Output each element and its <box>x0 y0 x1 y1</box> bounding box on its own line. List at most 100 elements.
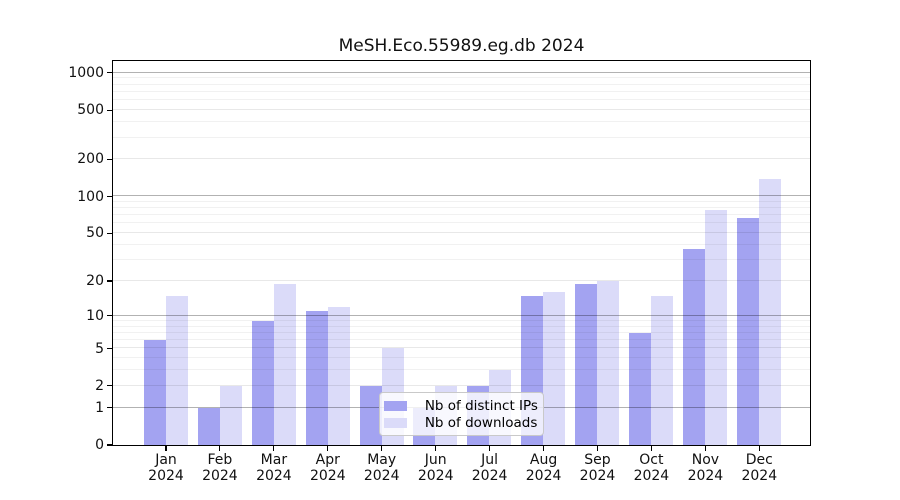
x-tick-label-nov-2024: Nov 2024 <box>687 452 724 484</box>
y-tick-2 <box>107 385 113 387</box>
x-tick-label-jun-2024: Jun 2024 <box>417 452 454 484</box>
bar-downloads-mar-2024 <box>273 283 296 445</box>
chart-title: MeSH.Eco.55989.eg.db 2024 <box>338 36 585 56</box>
y-tick-50 <box>107 232 113 234</box>
gridline-minor-y-9 <box>112 319 810 321</box>
x-tick-label-mar-2024: Mar 2024 <box>256 452 292 484</box>
x-tick-dec-2024 <box>758 446 760 451</box>
gridline-minor-y-7 <box>112 331 810 333</box>
y-tick-label-50: 50 <box>86 225 104 242</box>
legend-swatch-distinct-ips <box>383 400 407 411</box>
y-tick-200 <box>107 158 113 160</box>
y-tick-label-1000: 1000 <box>68 64 104 81</box>
y-tick-label-200: 200 <box>77 151 104 168</box>
y-tick-label-10: 10 <box>86 307 104 324</box>
gridline-minor-y-80 <box>112 207 810 209</box>
gridline-minor-y-8 <box>112 325 810 327</box>
gridline-minor-y-40 <box>112 243 810 245</box>
bar-distinct-ips-may-2024 <box>359 385 382 445</box>
gridline-y-200 <box>112 158 810 160</box>
x-tick-label-apr-2024: Apr 2024 <box>309 452 346 484</box>
y-tick-100 <box>107 195 113 198</box>
gridline-minor-y-30 <box>112 258 810 260</box>
y-tick-label-500: 500 <box>77 102 104 119</box>
gridline-minor-y-90 <box>112 200 810 202</box>
x-tick-jun-2024 <box>435 446 437 451</box>
bar-downloads-jan-2024 <box>165 295 188 445</box>
gridline-minor-y-70 <box>112 214 810 216</box>
y-tick-label-20: 20 <box>86 273 104 289</box>
x-tick-label-aug-2024: Aug 2024 <box>525 452 562 484</box>
bar-downloads-oct-2024 <box>651 295 674 445</box>
legend: Nb of distinct IPs Nb of downloads <box>378 391 544 436</box>
gridline-y-500 <box>112 109 810 111</box>
y-tick-5 <box>107 347 113 350</box>
bar-distinct-ips-nov-2024 <box>683 248 706 445</box>
x-tick-label-dec-2024: Dec 2024 <box>741 452 778 484</box>
x-tick-label-jul-2024: Jul 2024 <box>471 452 508 484</box>
legend-item-downloads: Nb of downloads <box>383 414 538 431</box>
bar-downloads-nov-2024 <box>705 209 728 445</box>
gridline-minor-y-800 <box>112 83 810 85</box>
x-tick-oct-2024 <box>650 446 652 451</box>
y-tick-1 <box>107 407 113 409</box>
x-tick-apr-2024 <box>327 446 329 451</box>
x-tick-nov-2024 <box>704 446 706 451</box>
x-tick-label-jan-2024: Jan 2024 <box>148 452 184 484</box>
gridline-y-20 <box>112 279 810 281</box>
gridline-y-10 <box>112 314 810 316</box>
x-tick-label-sep-2024: Sep 2024 <box>579 452 616 484</box>
legend-label-distinct-ips: Nb of distinct IPs <box>424 397 538 414</box>
y-tick-1000 <box>107 72 113 74</box>
gridline-y-50 <box>112 232 810 234</box>
gridline-minor-y-4 <box>112 357 810 359</box>
gridline-minor-y-700 <box>112 90 810 92</box>
y-tick-20 <box>107 280 113 282</box>
x-tick-sep-2024 <box>596 446 599 451</box>
legend-item-distinct-ips: Nb of distinct IPs <box>383 397 538 414</box>
y-tick-label-5: 5 <box>95 340 104 357</box>
bar-downloads-sep-2024 <box>597 280 620 445</box>
plot-area: Nb of distinct IPs Nb of downloads <box>111 59 811 446</box>
bar-downloads-dec-2024 <box>759 179 782 445</box>
x-tick-aug-2024 <box>543 446 545 451</box>
gridline-minor-y-400 <box>112 121 810 123</box>
legend-swatch-downloads <box>383 417 407 428</box>
gridline-minor-y-900 <box>112 77 810 79</box>
bar-distinct-ips-oct-2024 <box>629 332 652 445</box>
bar-downloads-apr-2024 <box>327 306 350 445</box>
y-tick-500 <box>107 109 113 111</box>
bar-distinct-ips-apr-2024 <box>305 311 328 445</box>
bar-downloads-feb-2024 <box>219 385 242 445</box>
gridline-y-5 <box>112 347 810 349</box>
x-tick-feb-2024 <box>219 446 221 451</box>
y-tick-label-0: 0 <box>95 437 104 453</box>
bar-distinct-ips-mar-2024 <box>251 320 274 445</box>
gridline-y-1000 <box>112 71 810 73</box>
bar-distinct-ips-sep-2024 <box>575 283 598 445</box>
legend-label-downloads: Nb of downloads <box>424 414 538 431</box>
bar-distinct-ips-feb-2024 <box>197 407 220 445</box>
bar-distinct-ips-jan-2024 <box>143 340 166 445</box>
y-tick-0 <box>107 444 113 446</box>
gridline-y-100 <box>112 195 810 197</box>
x-tick-mar-2024 <box>273 446 275 451</box>
x-tick-label-may-2024: May 2024 <box>363 452 400 484</box>
gridline-minor-y-3 <box>112 369 810 371</box>
bar-distinct-ips-dec-2024 <box>737 217 760 445</box>
x-tick-label-feb-2024: Feb 2024 <box>202 452 238 484</box>
gridline-y-2 <box>112 384 810 386</box>
y-tick-label-100: 100 <box>77 188 104 205</box>
y-tick-label-1: 1 <box>95 399 104 416</box>
x-tick-label-oct-2024: Oct 2024 <box>633 452 670 484</box>
x-tick-jan-2024 <box>165 446 167 451</box>
gridline-minor-y-300 <box>112 136 810 138</box>
gridline-minor-y-6 <box>112 339 810 341</box>
gridline-minor-y-600 <box>112 99 810 101</box>
bar-downloads-aug-2024 <box>543 292 566 445</box>
gridline-minor-y-60 <box>112 222 810 224</box>
x-tick-may-2024 <box>381 446 383 451</box>
y-tick-10 <box>107 315 113 317</box>
y-tick-label-2: 2 <box>95 377 104 394</box>
